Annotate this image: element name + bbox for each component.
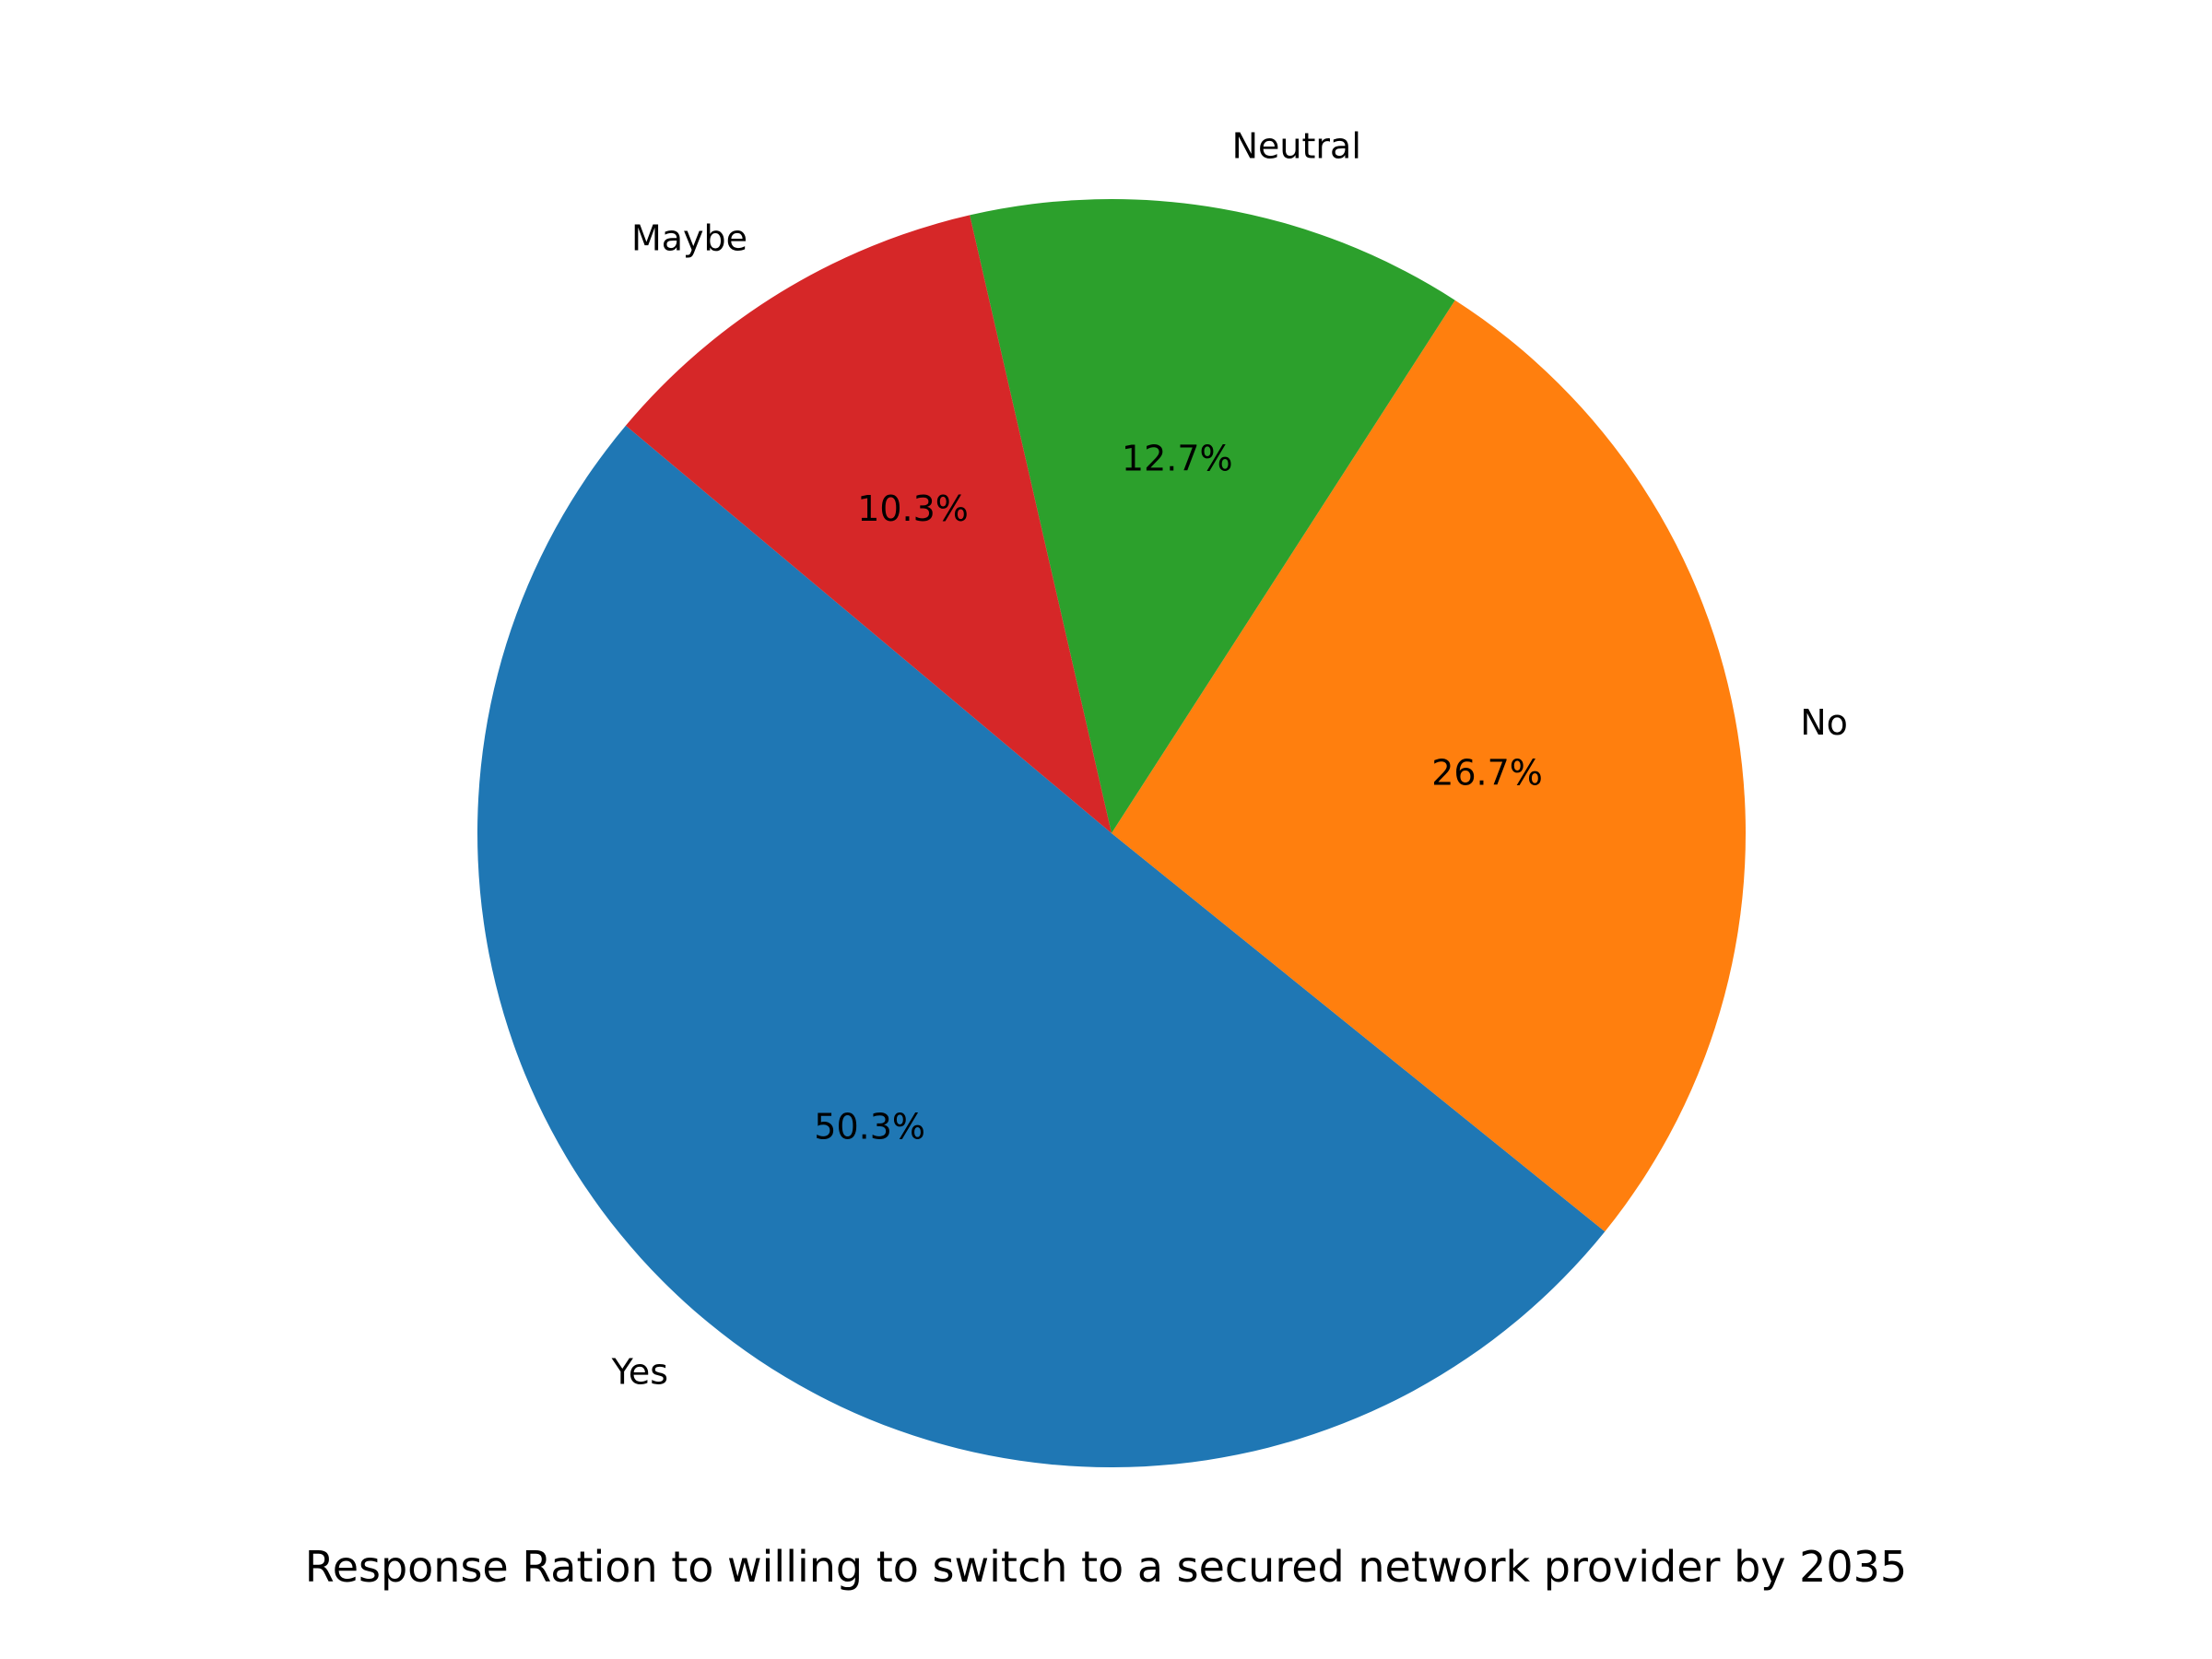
pie-category-label-no: No	[1800, 702, 1848, 743]
pie-percent-label-yes: 50.3%	[814, 1107, 925, 1147]
pie-slice-neutral	[970, 199, 1455, 833]
pie-slice-maybe	[625, 215, 1112, 833]
pie-category-label-maybe: Maybe	[631, 218, 747, 258]
pie-slices	[477, 199, 1746, 1468]
pie-slice-no	[1112, 300, 1746, 1232]
pie-slice-yes	[477, 425, 1606, 1468]
pie-percent-label-maybe: 10.3%	[857, 488, 969, 529]
pie-labels: 50.3% Yes 26.7% No 12.7% Neutral 10.3% Maybe	[611, 126, 1848, 1393]
pie-category-label-neutral: Neutral	[1232, 126, 1361, 167]
pie-percent-label-no: 26.7%	[1431, 752, 1543, 793]
chart-title: Response Ration to willing to switch to …	[304, 1542, 1908, 1592]
pie-percent-label-neutral: 12.7%	[1122, 438, 1233, 478]
pie-category-label-yes: Yes	[611, 1351, 668, 1392]
